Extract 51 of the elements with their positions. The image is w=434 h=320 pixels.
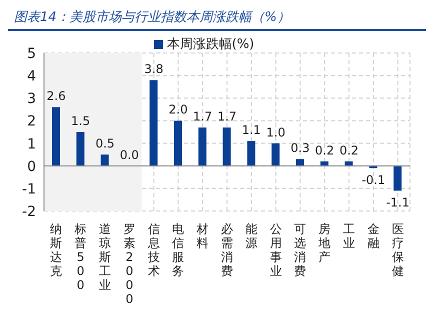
x-tick-label: 必需消费 xyxy=(221,222,233,278)
data-label: 2.6 xyxy=(46,89,66,104)
bar xyxy=(272,143,280,166)
data-label: 1.1 xyxy=(242,123,261,138)
data-label: 2.0 xyxy=(168,102,188,117)
x-tick-label: 纳斯达克 xyxy=(50,222,62,278)
x-tick-label: 信息技术 xyxy=(146,222,160,278)
bar xyxy=(247,141,256,166)
x-tick-label: 材料 xyxy=(196,222,209,250)
x-tick-label: 金融 xyxy=(367,222,380,250)
y-tick-label: 3 xyxy=(27,91,36,108)
y-tick-label: 5 xyxy=(27,46,36,62)
bar xyxy=(52,107,60,166)
bar xyxy=(394,166,402,191)
bar xyxy=(296,159,304,166)
x-tick-label: 道琼斯工业 xyxy=(99,222,111,292)
x-tick-label: 可选消费 xyxy=(294,222,306,278)
x-tick-label: 罗素2000 xyxy=(123,222,136,306)
data-label: 0.2 xyxy=(339,143,359,158)
data-label: 1.7 xyxy=(217,109,237,124)
x-tick-label: 工业 xyxy=(343,222,355,250)
y-tick-label: 1 xyxy=(27,136,36,152)
y-tick-label: -1 xyxy=(22,181,36,198)
data-label: 3.8 xyxy=(144,62,164,76)
data-label: -1.1 xyxy=(386,196,410,210)
y-tick-label: 2 xyxy=(27,114,36,130)
data-label: 0.3 xyxy=(290,141,310,156)
legend-label: 本周涨跌幅(%) xyxy=(166,37,254,52)
y-tick-label: 0 xyxy=(27,158,36,175)
data-label: 0.5 xyxy=(95,136,115,151)
data-label: 1.5 xyxy=(71,114,90,128)
data-label: 0.2 xyxy=(315,143,334,158)
bar xyxy=(100,154,109,166)
bar xyxy=(150,80,158,166)
x-tick-label: 医疗保健 xyxy=(392,222,404,278)
x-tick-label: 电信服务 xyxy=(172,222,184,278)
chart-title: 图表14：美股市场与行业指数本周涨跌幅（%） xyxy=(8,8,426,31)
data-label: 1.7 xyxy=(193,109,212,124)
y-tick-label: 4 xyxy=(27,68,36,85)
bar xyxy=(222,127,231,166)
x-tick-label: 房地产 xyxy=(318,222,331,264)
x-tick-label: 标普500 xyxy=(74,222,87,292)
data-label: 1.0 xyxy=(266,125,286,140)
data-label: -0.1 xyxy=(362,173,386,188)
bar xyxy=(198,127,206,166)
x-tick-label: 能源 xyxy=(245,222,258,250)
x-tick-label: 公用事业 xyxy=(270,222,282,278)
data-label: 0.0 xyxy=(120,148,139,162)
bar xyxy=(174,120,182,166)
y-tick-label: -2 xyxy=(22,204,36,220)
bar xyxy=(76,132,84,166)
